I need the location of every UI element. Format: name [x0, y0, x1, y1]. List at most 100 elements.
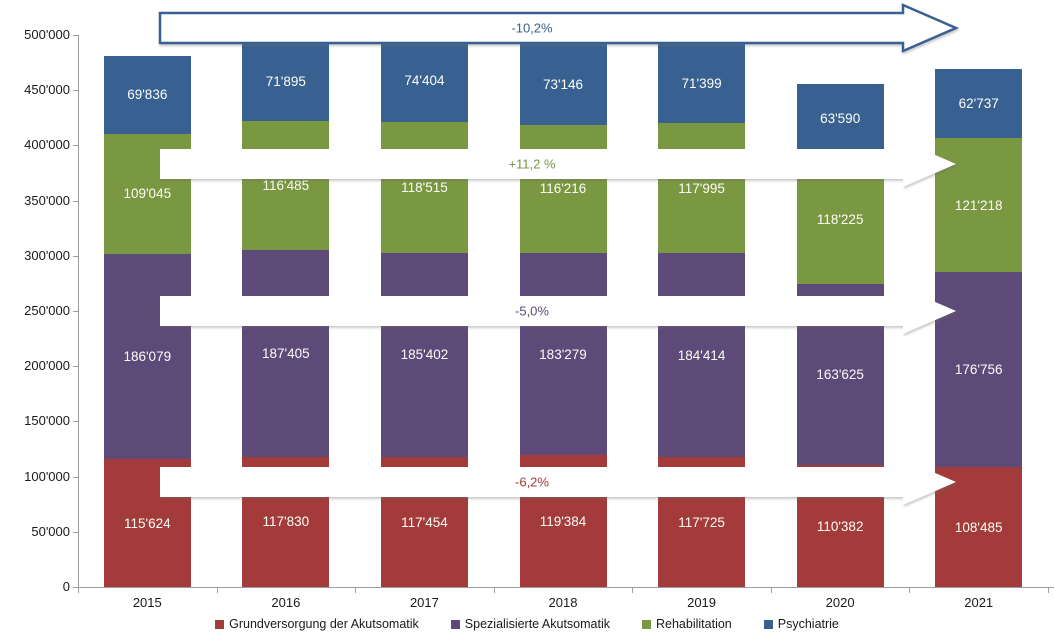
bar-segment-2015-series3: 69'836 — [103, 56, 191, 134]
legend-label: Grundversorgung der Akutsomatik — [229, 617, 419, 631]
x-axis-tick — [632, 588, 634, 593]
y-axis-tick-label: 0 — [62, 579, 70, 594]
y-axis-tick — [73, 421, 78, 423]
bar-value-label: 183'279 — [539, 346, 587, 362]
bar-segment-2016-series1: 187'405 — [242, 250, 330, 457]
bar-value-label: 185'402 — [400, 347, 449, 363]
bar-segment-2020-series3: 63'590 — [796, 83, 884, 154]
bar-segment-2017-series1: 185'402 — [380, 252, 468, 458]
bar-value-label: 108'485 — [954, 519, 1003, 535]
bar-value-label: 186'079 — [123, 349, 172, 365]
bar-value-label: 71'399 — [681, 76, 722, 92]
legend-swatch-icon — [763, 619, 773, 629]
y-axis-tick — [73, 587, 78, 588]
y-axis-line — [78, 35, 79, 588]
bar-value-label: 63'590 — [820, 111, 861, 127]
legend-item-0: Grundversorgung der Akutsomatik — [215, 617, 419, 631]
bar-segment-2020-series1: 163'625 — [796, 284, 884, 466]
bar-value-label: 121'218 — [954, 197, 1003, 213]
bar-segment-2018-series3: 73'146 — [519, 43, 607, 125]
bar-value-label: 117'454 — [401, 514, 448, 530]
bar-segment-2021-series1: 176'756 — [935, 272, 1023, 468]
y-axis-tick-label: 400'000 — [24, 137, 70, 153]
bar-value-label: 74'404 — [404, 73, 445, 89]
bar-value-label: 62'737 — [958, 96, 999, 112]
bar-value-label: 110'382 — [816, 518, 864, 534]
bar-segment-2017-series3: 74'404 — [380, 39, 468, 122]
legend-swatch-icon — [642, 619, 651, 629]
bar-value-label: 71'895 — [265, 74, 306, 90]
bar-value-label: 73'146 — [542, 76, 584, 92]
x-axis-label-2015: 2015 — [132, 595, 162, 610]
legend-label: Psychiatrie — [777, 617, 839, 631]
x-axis-tick — [493, 588, 495, 593]
x-axis-tick — [216, 588, 218, 593]
bar-value-label: 187'405 — [262, 345, 310, 361]
bar-segment-2021-series2: 121'218 — [935, 138, 1023, 273]
y-axis-tick — [73, 90, 78, 92]
bar-segment-2016-series0: 117'830 — [242, 456, 330, 587]
bar-value-label: 163'625 — [816, 367, 864, 383]
bar-segment-2019-series2: 117'995 — [658, 123, 746, 254]
x-axis-label-2020: 2020 — [825, 595, 855, 610]
y-axis-tick — [73, 531, 78, 533]
x-axis-tick — [909, 588, 911, 593]
bar-segment-2019-series0: 117'725 — [658, 457, 746, 587]
bar-segment-2020-series0: 110'382 — [796, 465, 884, 587]
legend-label: Spezialisierte Akutsomatik — [464, 617, 610, 631]
bar-segment-2018-series0: 119'384 — [519, 455, 607, 587]
y-axis-tick-label: 200'000 — [24, 358, 70, 374]
bar-value-label: 119'384 — [539, 513, 587, 529]
legend-item-1: Spezialisierte Akutsomatik — [450, 617, 610, 631]
bar-segment-2015-series1: 186'079 — [103, 253, 191, 460]
y-axis-tick — [73, 366, 78, 368]
bar-segment-2018-series1: 183'279 — [519, 252, 607, 456]
bar-value-label: 116'216 — [539, 181, 587, 197]
x-axis-label-2017: 2017 — [409, 595, 439, 610]
x-axis-tick — [355, 588, 357, 593]
bar-segment-2020-series2: 118'225 — [796, 153, 884, 285]
legend-swatch-icon — [215, 619, 225, 629]
legend-item-3: Psychiatrie — [763, 617, 839, 631]
legend-label: Rehabilitation — [656, 617, 732, 631]
bar-segment-2017-series0: 117'454 — [380, 457, 468, 587]
y-axis-tick — [73, 255, 78, 257]
y-axis-tick-label: 350'000 — [24, 192, 70, 208]
bar-value-label: 115'624 — [123, 515, 171, 531]
bar-value-label: 69'836 — [127, 87, 168, 103]
y-axis-tick — [73, 200, 78, 202]
x-axis-tick — [770, 588, 772, 593]
y-axis-tick-label: 500'000 — [24, 27, 70, 42]
bar-segment-2016-series3: 71'895 — [242, 42, 330, 122]
bar-segment-2021-series3: 62'737 — [935, 69, 1023, 139]
x-axis-label-2016: 2016 — [271, 595, 301, 610]
bar-value-label: 117'830 — [262, 514, 310, 530]
y-axis-tick — [73, 145, 78, 147]
x-axis-label-2019: 2019 — [687, 595, 717, 610]
bar-segment-2017-series2: 118'515 — [380, 121, 468, 253]
bar-segment-2021-series0: 108'485 — [935, 467, 1023, 587]
chart-legend: Grundversorgung der Akutsomatik Spezialis… — [0, 617, 1054, 631]
x-axis-label-2021: 2021 — [964, 595, 994, 610]
bar-segment-2016-series2: 116'485 — [242, 121, 330, 250]
y-axis-tick-label: 250'000 — [24, 303, 70, 318]
y-axis-tick — [73, 311, 78, 312]
bar-value-label: 184'414 — [677, 347, 726, 363]
bar-segment-2015-series0: 115'624 — [103, 459, 191, 587]
bar-value-label: 117'995 — [678, 180, 725, 196]
y-axis-tick-label: 450'000 — [24, 82, 70, 98]
bar-value-label: 116'485 — [262, 178, 310, 194]
bar-value-label: 109'045 — [123, 186, 172, 202]
legend-item-2: Rehabilitation — [642, 617, 732, 631]
legend-swatch-icon — [450, 619, 460, 629]
bar-segment-2015-series2: 109'045 — [103, 133, 191, 254]
y-axis-tick-label: 300'000 — [24, 247, 70, 263]
y-axis-tick-label: 150'000 — [24, 413, 70, 429]
bar-value-label: 117'725 — [678, 514, 725, 530]
x-axis-tick — [1048, 588, 1049, 593]
bar-segment-2018-series2: 116'216 — [519, 124, 607, 253]
y-axis-tick-label: 50'000 — [31, 523, 70, 539]
x-axis-label-2018: 2018 — [548, 595, 578, 610]
